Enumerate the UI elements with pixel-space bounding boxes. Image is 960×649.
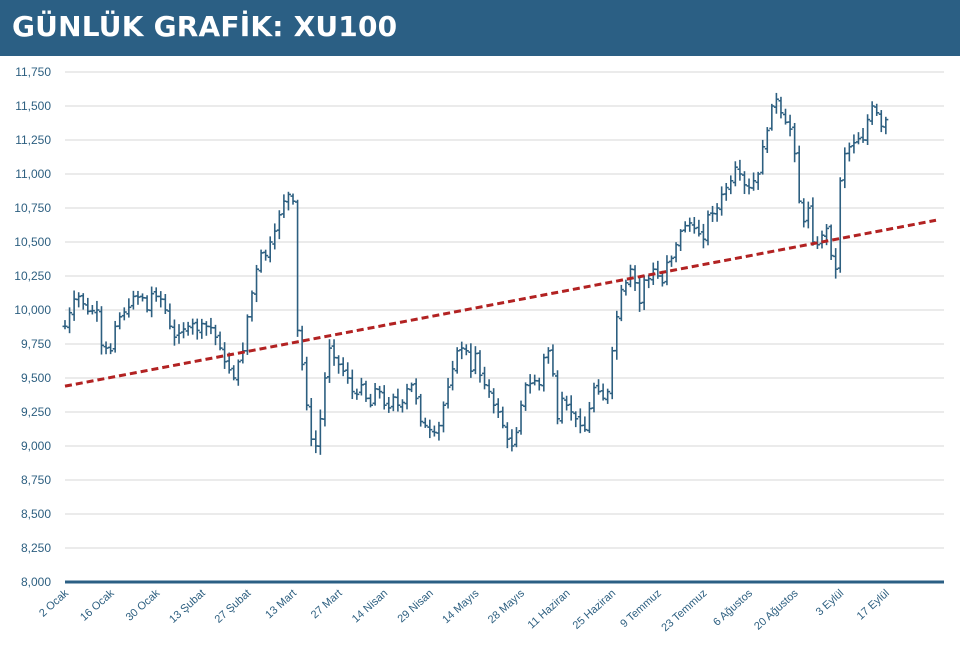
x-tick-label: 29 Nisan [396,587,436,625]
y-tick-label: 11,750 [15,65,51,79]
y-tick-label: 9,250 [21,405,51,419]
x-tick-label: 28 Mayıs [486,587,528,626]
trendline-dashed [64,218,937,388]
x-tick-label: 3 Eylül [814,587,847,618]
gridlines [65,71,944,549]
y-tick-label: 9,500 [21,371,51,385]
y-tick-label: 8,750 [21,473,51,487]
x-tick-label: 14 Mayıs [440,587,482,626]
x-tick-label: 11 Haziran [526,587,573,631]
trendline [64,218,937,388]
y-tick-label: 10,500 [14,235,51,249]
x-tick-label: 6 Ağustos [711,587,755,629]
x-tick-label: 13 Şubat [167,587,208,625]
y-tick-label: 9,750 [21,337,51,351]
x-tick-label: 27 Şubat [213,587,254,625]
y-tick-label: 10,000 [14,303,51,317]
y-axis-tick-labels: 8,000 8,250 8,500 8,750 9,000 9,250 9,500 9,750… [14,65,51,589]
y-tick-label: 11,250 [15,133,51,147]
y-tick-label: 11,500 [15,99,51,113]
xu100-daily-chart: 8,000 8,250 8,500 8,750 9,000 9,250 9,500 9,750… [14,65,944,634]
y-tick-label: 8,250 [21,541,51,555]
x-tick-label: 20 Ağustos [752,587,801,633]
y-tick-label: 10,250 [14,269,51,283]
y-tick-label: 8,000 [21,575,51,589]
x-axis-tick-labels: 2 Ocak 16 Ocak 30 Ocak 13 Şubat 27 Şubat 13 M… [37,587,892,634]
ohlc-bars [62,92,889,455]
x-tick-label: 17 Eylül [855,587,892,622]
y-tick-label: 9,000 [21,439,51,453]
x-tick-label: 27 Mart [309,587,345,621]
x-tick-label: 23 Temmuz [659,587,709,634]
x-tick-label: 13 Mart [263,587,299,621]
x-tick-label: 16 Ocak [78,587,117,624]
x-tick-label: 9 Temmuz [618,587,664,630]
x-tick-label: 14 Nisan [350,587,390,625]
y-tick-label: 8,500 [21,507,51,521]
x-tick-label: 30 Ocak [124,587,163,624]
y-tick-label: 10,750 [14,201,51,215]
y-tick-label: 11,000 [15,167,51,181]
x-tick-label: 25 Haziran [571,587,619,632]
chart-title: GÜNLÜK GRAFİK: XU100 [12,10,398,43]
x-tick-label: 2 Ocak [37,587,71,620]
header-bar: GÜNLÜK GRAFİK: XU100 [0,0,960,56]
